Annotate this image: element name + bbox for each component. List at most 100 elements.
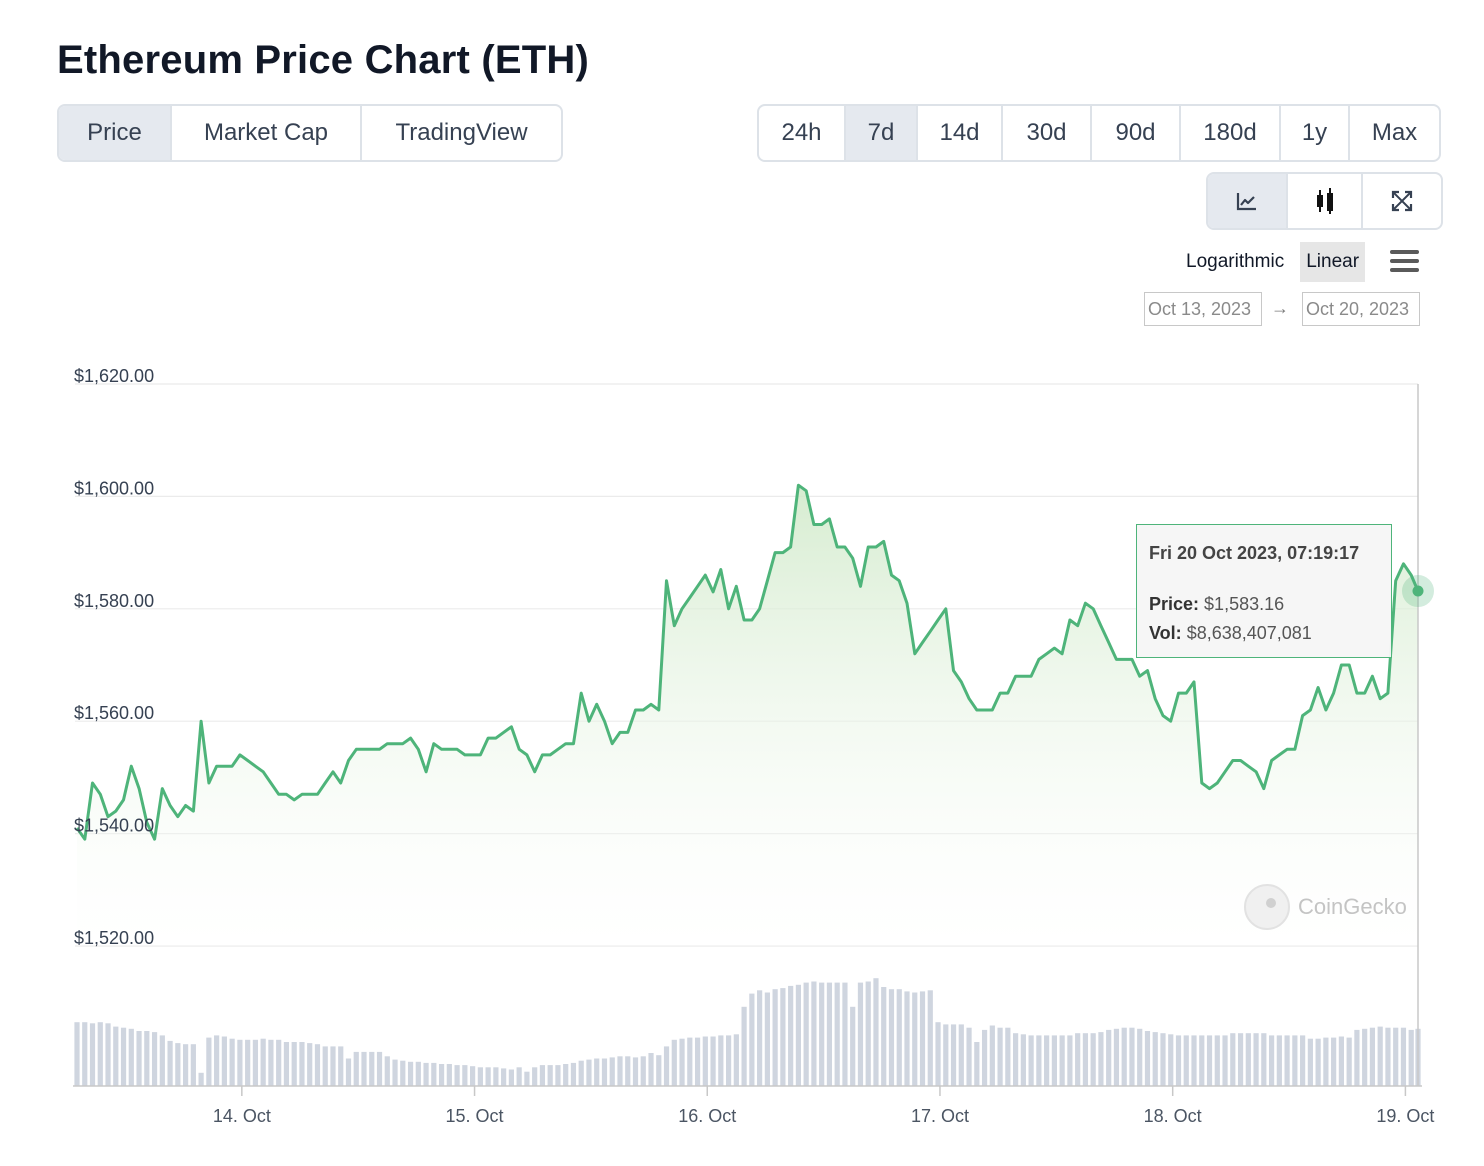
volume-bar — [353, 1051, 359, 1086]
volume-bar — [757, 990, 763, 1086]
menu-icon[interactable] — [1390, 250, 1419, 272]
volume-bar — [369, 1051, 375, 1086]
volume-bar — [1152, 1032, 1158, 1086]
price-area — [77, 485, 1418, 946]
volume-bar — [857, 982, 864, 1086]
volume-bar — [725, 1035, 732, 1086]
volume-bar — [252, 1039, 259, 1086]
volume-bar — [1222, 1035, 1228, 1086]
price-chart[interactable]: $1,620.00 $1,600.00 $1,580.00 $1,560.00 $1,5… — [0, 330, 1484, 1140]
range-180d-button[interactable]: 180d — [1181, 106, 1281, 160]
volume-bar — [1075, 1033, 1081, 1086]
volume-bar — [1199, 1035, 1205, 1086]
volume-bar — [245, 1039, 251, 1086]
volume-bar — [1051, 1035, 1057, 1086]
range-14d-button[interactable]: 14d — [918, 106, 1003, 160]
volume-bar — [780, 988, 786, 1086]
range-7d-button[interactable]: 7d — [846, 106, 918, 160]
date-to-input[interactable]: Oct 20, 2023 — [1302, 292, 1420, 326]
tab-market-cap[interactable]: Market Cap — [172, 106, 362, 160]
volume-bar — [384, 1056, 390, 1086]
volume-bar — [299, 1042, 305, 1086]
volume-bar — [307, 1043, 313, 1086]
volume-bar — [167, 1040, 173, 1086]
line-chart-button[interactable] — [1208, 174, 1288, 228]
volume-bar — [943, 1024, 949, 1086]
volume-bar — [586, 1059, 592, 1086]
scale-selector: Logarithmic Linear — [1180, 241, 1366, 283]
volume-bar — [958, 1024, 964, 1086]
volume-bar — [997, 1027, 1003, 1086]
volume-bar — [400, 1060, 406, 1086]
volume-bar — [1400, 1027, 1407, 1086]
tab-price[interactable]: Price — [59, 106, 172, 160]
volume-bar — [74, 1022, 80, 1086]
volume-bar — [214, 1035, 220, 1086]
volume-bar — [120, 1027, 127, 1086]
volume-bar — [237, 1039, 243, 1086]
coingecko-logo-icon — [1244, 884, 1290, 930]
volume-bar — [694, 1037, 701, 1086]
volume-bar — [221, 1036, 227, 1086]
volume-bar — [1408, 1029, 1414, 1086]
range-max-button[interactable]: Max — [1371, 119, 1418, 146]
volume-bar — [834, 982, 840, 1086]
hover-point — [1412, 585, 1424, 597]
y-tick-label: $1,560.00 — [74, 703, 154, 723]
x-tick-label: 15. Oct — [446, 1106, 504, 1126]
volume-bar — [1245, 1033, 1251, 1086]
candlestick-button[interactable] — [1288, 174, 1363, 228]
logarithmic-scale-option[interactable]: Logarithmic — [1186, 251, 1285, 272]
volume-bar — [679, 1038, 685, 1086]
volume-bar — [136, 1031, 142, 1086]
tab-tradingview[interactable]: TradingView — [395, 119, 528, 146]
volume-bar — [423, 1062, 429, 1086]
volume-bar — [97, 1022, 103, 1086]
volume-bar — [1284, 1035, 1290, 1086]
x-tick-label: 19. Oct — [1376, 1106, 1434, 1126]
volume-bar — [431, 1062, 437, 1086]
volume-bar — [159, 1035, 165, 1086]
volume-bar — [454, 1065, 460, 1086]
volume-bar — [974, 1042, 980, 1086]
volume-bar — [788, 985, 794, 1086]
volume-bar — [819, 982, 825, 1086]
volume-bar — [1028, 1035, 1034, 1086]
x-tick-label: 17. Oct — [911, 1106, 969, 1126]
volume-bar — [1160, 1033, 1166, 1086]
volume-bar — [563, 1064, 569, 1086]
volume-bar — [493, 1067, 499, 1086]
volume-bar — [1300, 1035, 1306, 1086]
volume-bar — [470, 1066, 476, 1086]
range-30d-button[interactable]: 30d — [1003, 106, 1092, 160]
expand-button[interactable] — [1363, 174, 1441, 228]
volume-bar — [446, 1064, 452, 1086]
volume-bar — [438, 1064, 445, 1086]
volume-bar — [1098, 1032, 1104, 1086]
date-from-input[interactable]: Oct 13, 2023 — [1144, 292, 1262, 326]
volume-bar — [198, 1072, 204, 1086]
volume-bar — [1013, 1033, 1019, 1086]
y-tick-label: $1,580.00 — [74, 591, 154, 611]
volume-bar — [1137, 1028, 1143, 1086]
volume-bar — [1354, 1029, 1360, 1086]
volume-bar — [477, 1067, 483, 1086]
volume-bar — [927, 990, 933, 1086]
linear-scale-option[interactable]: Linear — [1300, 242, 1366, 282]
volume-bar — [749, 993, 755, 1086]
range-90d-button[interactable]: 90d — [1092, 106, 1181, 160]
volume-bar — [1082, 1033, 1089, 1086]
volume-bar — [291, 1042, 297, 1086]
volume-bar — [656, 1055, 662, 1086]
volume-bar — [710, 1036, 716, 1086]
x-axis: 14. Oct 15. Oct 16. Oct 17. Oct 18. Oct 19. O… — [73, 1085, 1434, 1126]
time-range-selector: 24h 7d 14d 30d 90d 180d 1y Max — [757, 104, 1441, 162]
volume-bar — [1237, 1033, 1244, 1086]
volume-bar — [803, 982, 809, 1086]
volume-bar — [1044, 1035, 1050, 1086]
volume-bar — [338, 1046, 344, 1086]
volume-bar — [151, 1032, 158, 1086]
volume-bar — [1268, 1035, 1275, 1086]
range-1y-button[interactable]: 1y — [1281, 106, 1350, 160]
range-24h-button[interactable]: 24h — [759, 106, 846, 160]
